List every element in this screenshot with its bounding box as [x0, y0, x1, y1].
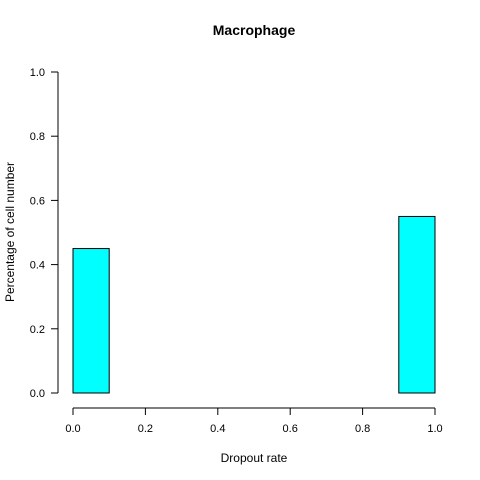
- x-axis: 0.0 0.2 0.4 0.6 0.8 1.0: [65, 407, 443, 435]
- x-tick-label: 1.0: [427, 423, 442, 435]
- chart-title: Macrophage: [213, 22, 296, 38]
- histogram-bar: [72, 248, 110, 394]
- x-axis-label: Dropout rate: [221, 451, 288, 465]
- y-tick-label: 1.0: [30, 67, 45, 79]
- y-tick-label: 0.2: [30, 324, 45, 336]
- y-tick-label: 0.8: [30, 131, 45, 143]
- x-tick-label: 0.0: [65, 423, 80, 435]
- y-axis-label: Percentage of cell number: [3, 162, 17, 302]
- histogram-bar: [398, 215, 436, 394]
- y-tick-label: 0.4: [30, 260, 45, 272]
- x-tick-label: 0.4: [210, 423, 225, 435]
- x-tick-label: 0.6: [283, 423, 298, 435]
- x-tick-label: 0.8: [355, 423, 370, 435]
- x-tick-label: 0.2: [138, 423, 153, 435]
- y-tick-label: 0.6: [30, 195, 45, 207]
- y-axis: 0.0 0.2 0.4 0.6 0.8 1.0: [30, 67, 59, 400]
- bars-group: [72, 215, 436, 394]
- y-tick-label: 0.0: [30, 388, 45, 400]
